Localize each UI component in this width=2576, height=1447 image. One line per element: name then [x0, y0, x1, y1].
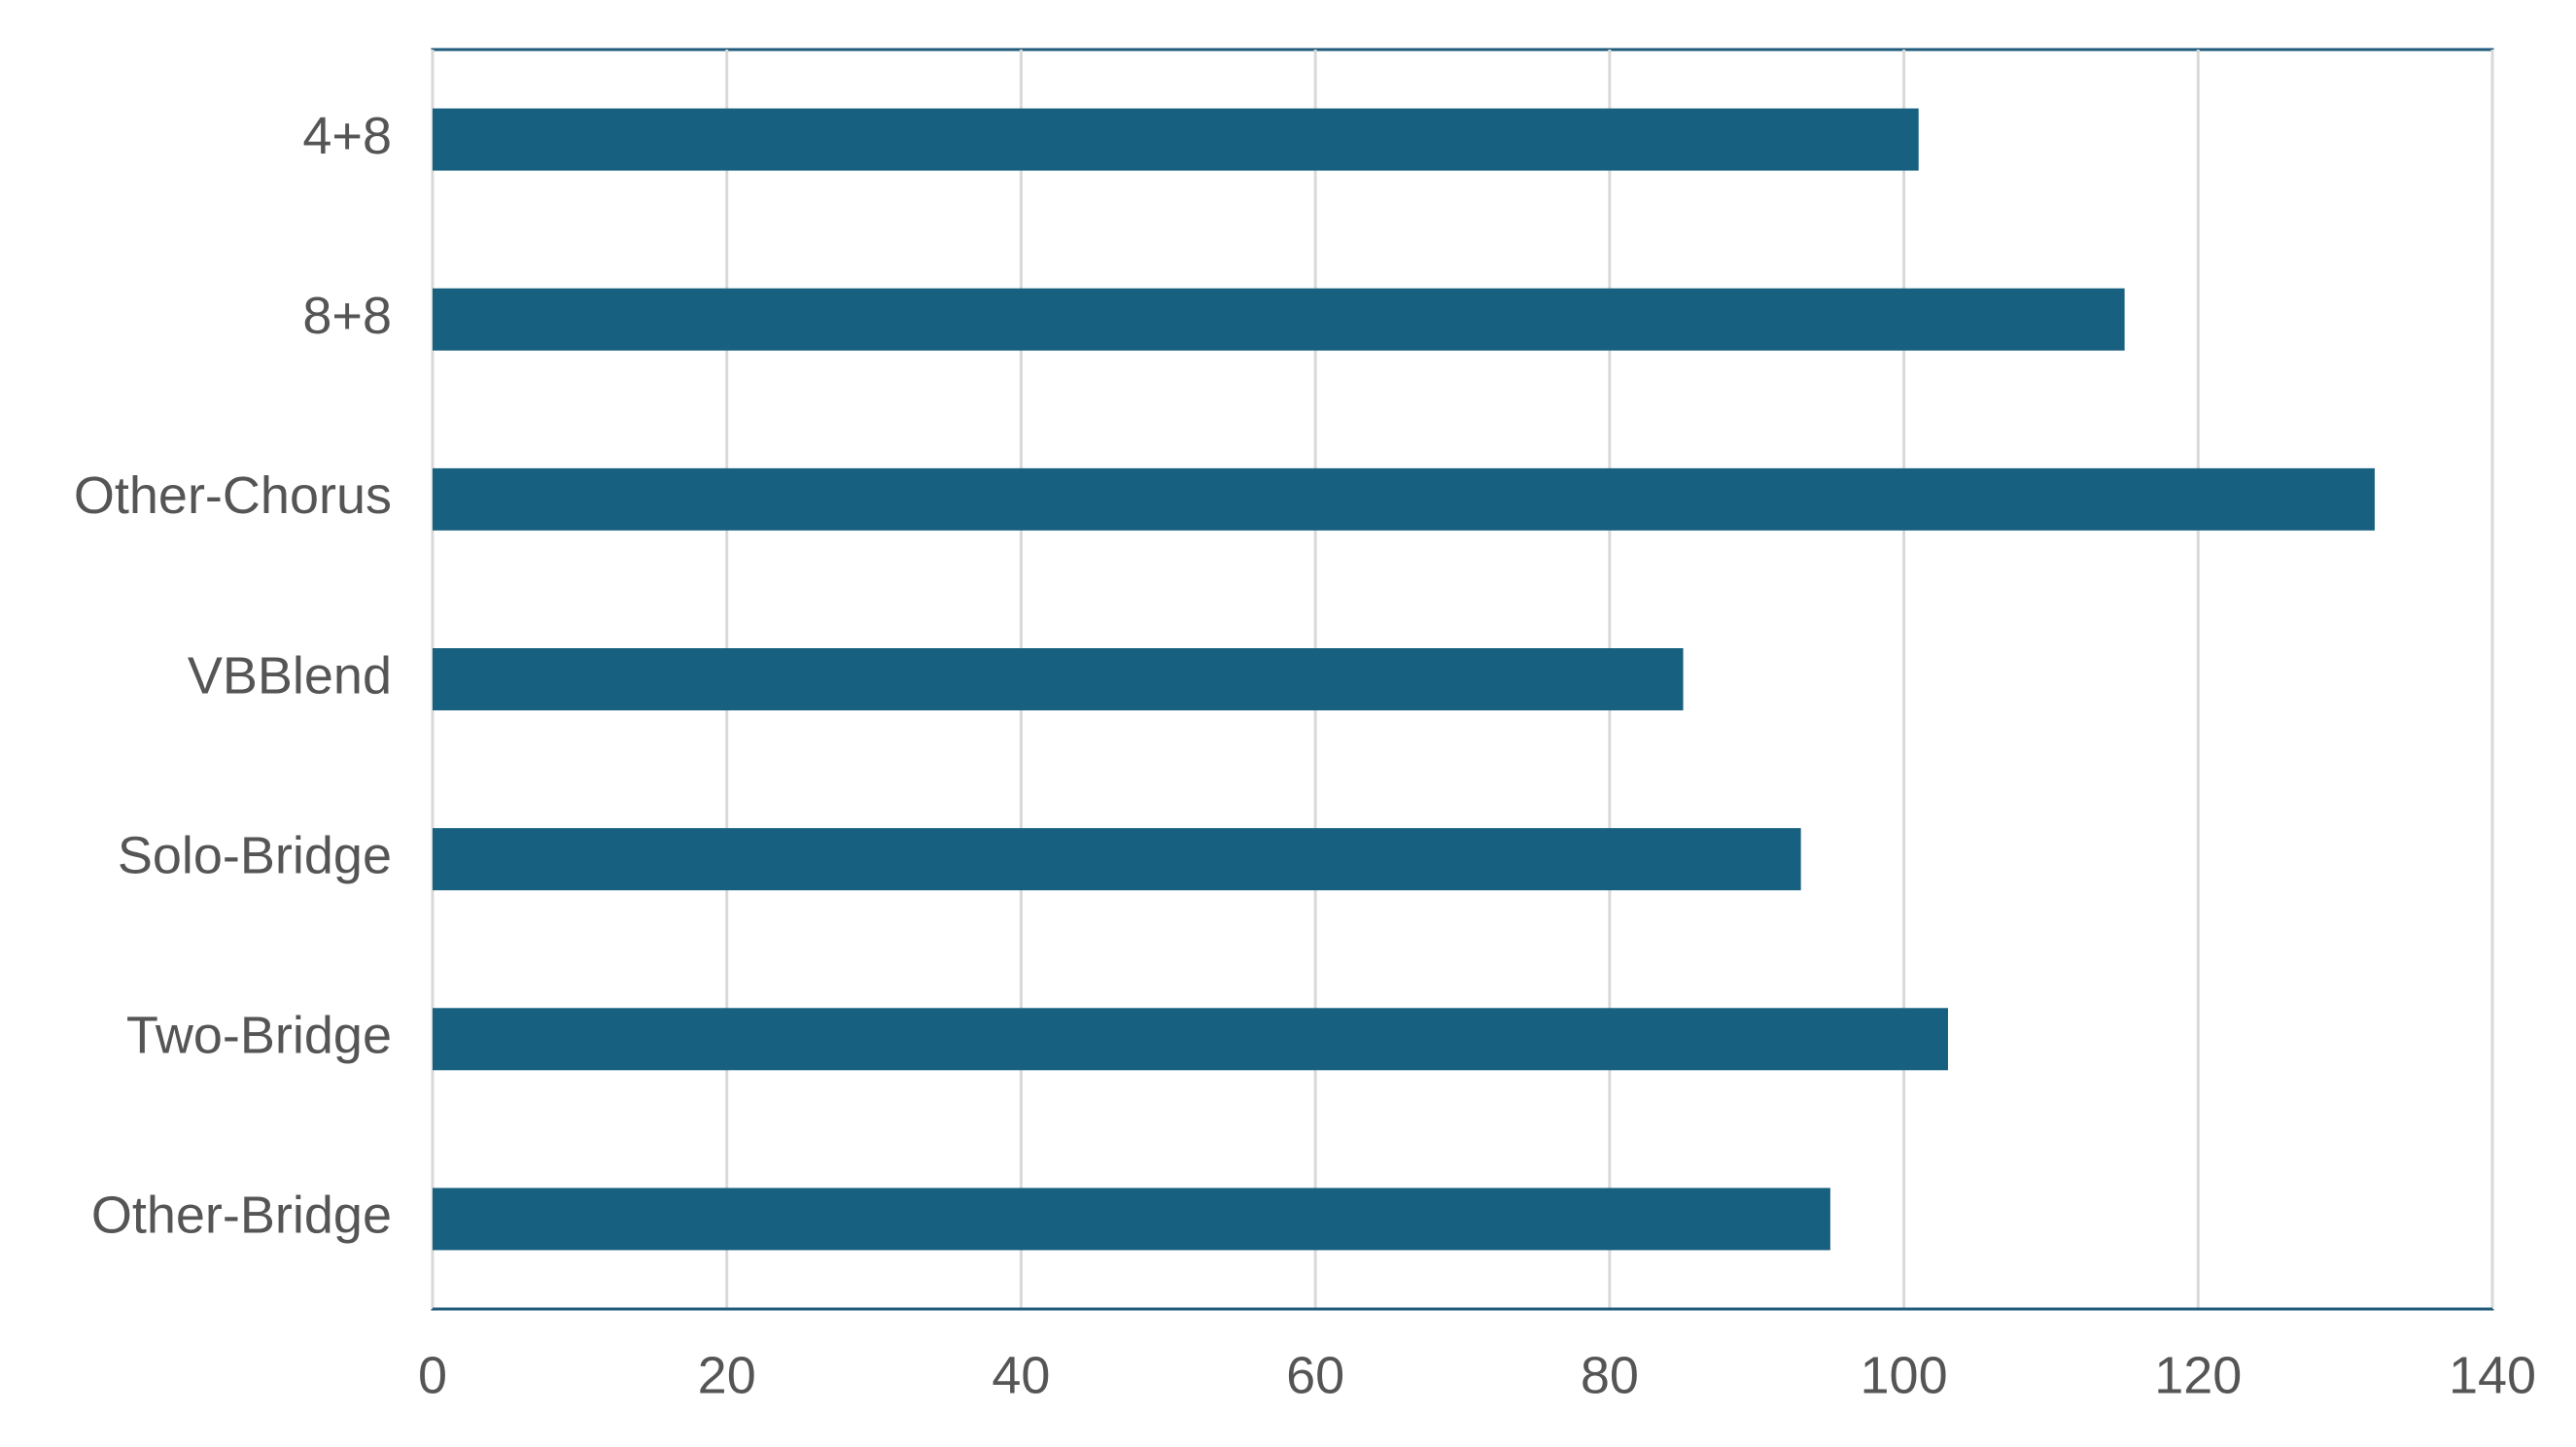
x-tick-label: 100: [1861, 1346, 1948, 1404]
x-tick-label: 20: [698, 1346, 756, 1404]
y-tick-label: Other-Chorus: [74, 466, 392, 525]
bar: [433, 648, 1684, 710]
x-tick-label: 0: [418, 1346, 447, 1404]
y-tick-label: 4+8: [302, 107, 392, 165]
bar: [433, 467, 2375, 531]
y-tick-label: Solo-Bridge: [118, 826, 392, 884]
bar: [433, 108, 1919, 171]
bar: [433, 1188, 1830, 1251]
bar: [433, 1008, 1948, 1071]
y-tick-label: Two-Bridge: [126, 1007, 392, 1065]
y-tick-label: Other-Bridge: [91, 1187, 392, 1245]
x-tick-label: 80: [1581, 1346, 1639, 1404]
x-tick-label: 120: [2154, 1346, 2242, 1404]
x-tick-label: 40: [992, 1346, 1050, 1404]
x-tick-label: 140: [2449, 1346, 2536, 1404]
bar: [433, 828, 1801, 891]
y-tick-label: VBBlend: [188, 646, 392, 705]
bar: [433, 288, 2125, 351]
x-tick-label: 60: [1286, 1346, 1344, 1404]
y-tick-label: 8+8: [302, 287, 392, 345]
